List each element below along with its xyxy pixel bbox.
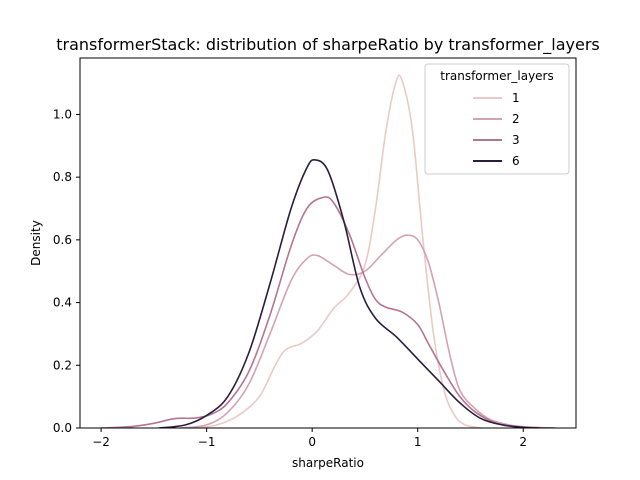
y-tick-label: 0.6 xyxy=(53,233,72,247)
series-line-2 xyxy=(179,234,556,428)
legend: transformer_layers 1 2 3 6 xyxy=(424,63,570,175)
x-axis: −2 −1 0 1 2 xyxy=(92,428,527,449)
x-axis-label: sharpeRatio xyxy=(292,456,364,470)
plot-area xyxy=(100,74,556,428)
x-tick-label: −2 xyxy=(92,435,110,449)
series-line-3 xyxy=(100,196,556,428)
legend-items: 1 2 3 6 xyxy=(473,91,520,168)
series-line-6 xyxy=(158,158,540,428)
series-layer xyxy=(100,74,556,428)
legend-label-2: 2 xyxy=(512,112,520,126)
y-tick-label: 0.2 xyxy=(53,358,72,372)
x-tick-label: 2 xyxy=(519,435,527,449)
legend-label-6: 6 xyxy=(512,154,520,168)
plot-frame xyxy=(79,57,577,429)
legend-title: transformer_layers xyxy=(440,69,554,83)
y-tick-label: 0.4 xyxy=(53,296,72,310)
y-tick-label: 0.0 xyxy=(53,421,72,435)
x-tick-label: 1 xyxy=(414,435,422,449)
chart-title: transformerStack: distribution of sharpe… xyxy=(56,35,599,55)
legend-label-3: 3 xyxy=(512,133,520,147)
y-axis: 0.0 0.2 0.4 0.6 0.8 1.0 xyxy=(53,107,80,435)
y-tick-label: 1.0 xyxy=(53,107,72,121)
y-tick-label: 0.8 xyxy=(53,170,72,184)
legend-label-1: 1 xyxy=(512,91,520,105)
x-tick-label: 0 xyxy=(308,435,316,449)
x-tick-label: −1 xyxy=(198,435,216,449)
y-axis-label: Density xyxy=(29,220,43,266)
